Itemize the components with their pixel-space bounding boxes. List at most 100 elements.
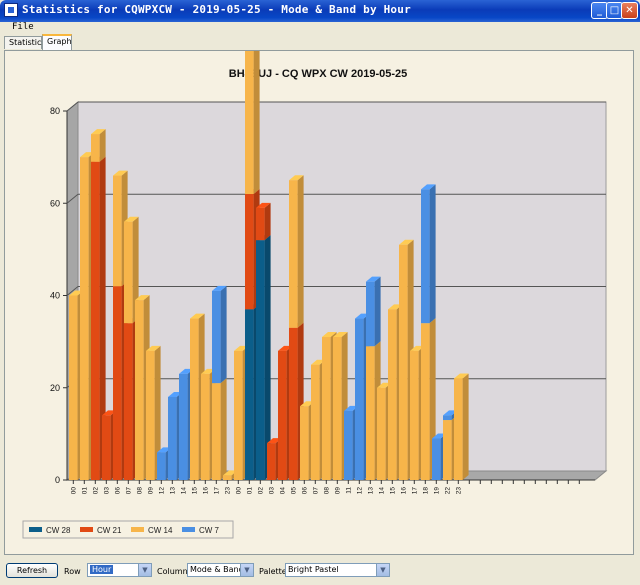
x-tick-label: 16 bbox=[202, 487, 209, 495]
legend-swatch bbox=[182, 527, 195, 532]
bar-top bbox=[212, 285, 227, 291]
bar-front bbox=[410, 350, 419, 480]
bar bbox=[245, 51, 260, 195]
bar bbox=[212, 378, 227, 480]
bar bbox=[421, 184, 436, 324]
x-tick-label: 22 bbox=[444, 487, 451, 495]
bar-front bbox=[421, 189, 430, 324]
bar-front bbox=[102, 415, 111, 480]
column-label: Column bbox=[157, 567, 188, 576]
row-select[interactable]: Hour ▼ bbox=[87, 563, 152, 577]
bar-top bbox=[443, 410, 458, 416]
menu-bar: File bbox=[0, 22, 640, 36]
menu-file[interactable]: File bbox=[12, 22, 34, 32]
bar-front bbox=[223, 475, 232, 480]
app-icon bbox=[4, 3, 18, 17]
legend-swatch bbox=[131, 527, 144, 532]
bar-front bbox=[300, 406, 309, 480]
x-tick-label: 00 bbox=[70, 487, 77, 495]
x-tick-label: 12 bbox=[158, 487, 165, 495]
row-select-value: Hour bbox=[90, 565, 114, 574]
x-tick-label: 17 bbox=[411, 487, 418, 495]
x-tick-label: 23 bbox=[455, 487, 462, 495]
x-tick-label: 15 bbox=[389, 487, 396, 495]
legend-label: CW 14 bbox=[148, 526, 173, 535]
bar-side bbox=[220, 285, 227, 384]
close-button[interactable]: ✕ bbox=[621, 2, 638, 19]
x-tick-label: 00 bbox=[235, 487, 242, 495]
bar-top bbox=[113, 170, 128, 176]
bar-side bbox=[220, 378, 227, 480]
bar-top bbox=[322, 332, 337, 338]
palette-select-value: Bright Pastel bbox=[288, 565, 339, 574]
chevron-down-icon: ▼ bbox=[240, 564, 253, 576]
x-tick-label: 12 bbox=[356, 487, 363, 495]
bar-top bbox=[278, 345, 293, 351]
bar bbox=[366, 276, 381, 347]
bar-front bbox=[454, 378, 463, 480]
chart: BH4EUJ - CQ WPX CW 2019-05-25 02 04 06 08 0 … bbox=[22, 51, 608, 539]
bar-side bbox=[154, 345, 161, 480]
x-tick-label: 09 bbox=[147, 487, 154, 495]
x-tick-label: 23 bbox=[224, 487, 231, 495]
bar-top bbox=[300, 401, 315, 407]
bar-front bbox=[278, 350, 287, 480]
bar-top bbox=[91, 129, 106, 135]
y-tick-label: 20 bbox=[50, 383, 60, 393]
refresh-button[interactable]: Refresh bbox=[6, 563, 58, 578]
x-tick-label: 06 bbox=[114, 487, 121, 495]
bar bbox=[454, 373, 469, 480]
y-axis: 0 20 40 60 80 bbox=[50, 106, 67, 485]
bar bbox=[146, 345, 161, 480]
bar-front bbox=[443, 420, 452, 480]
bar-top bbox=[388, 304, 403, 310]
bar-front bbox=[355, 318, 364, 480]
bar-top bbox=[256, 202, 271, 208]
x-tick-label: 07 bbox=[125, 487, 132, 495]
maximize-icon: □ bbox=[609, 5, 620, 16]
tab-graph[interactable]: Graph bbox=[42, 34, 72, 50]
bar-side bbox=[99, 156, 106, 481]
x-tick-label: 08 bbox=[323, 487, 330, 495]
x-tick-label: 15 bbox=[191, 487, 198, 495]
y-tick-label: 40 bbox=[50, 291, 60, 301]
bar-front bbox=[157, 452, 166, 480]
bar-front bbox=[289, 180, 298, 328]
minimize-icon: _ bbox=[597, 5, 602, 16]
bar-front bbox=[124, 221, 133, 324]
bar-side bbox=[264, 235, 271, 480]
legend-swatch bbox=[29, 527, 42, 532]
chart-title: BH4EUJ - CQ WPX CW 2019-05-25 bbox=[229, 68, 408, 80]
bar-front bbox=[245, 194, 254, 310]
bar-top bbox=[179, 368, 194, 374]
x-tick-label: 11 bbox=[345, 487, 352, 494]
gridline-side bbox=[66, 101, 79, 112]
bar-front bbox=[366, 281, 375, 347]
gridline-side bbox=[66, 193, 79, 204]
x-tick-label: 08 bbox=[136, 487, 143, 495]
bar-side bbox=[374, 276, 381, 347]
legend-label: CW 7 bbox=[199, 526, 220, 535]
x-tick-label: 07 bbox=[312, 487, 319, 495]
bar-front bbox=[322, 337, 331, 480]
x-tick-label: 02 bbox=[92, 487, 99, 495]
x-tick-label: 16 bbox=[400, 487, 407, 495]
bar-top bbox=[355, 313, 370, 319]
tab-statistics[interactable]: Statistics bbox=[4, 36, 46, 49]
x-tick-label: 06 bbox=[301, 487, 308, 495]
x-tick-label: 14 bbox=[180, 487, 187, 495]
close-icon: ✕ bbox=[625, 5, 634, 16]
chart-bars bbox=[69, 51, 469, 481]
column-select[interactable]: Mode & Band ▼ bbox=[187, 563, 254, 577]
legend-box bbox=[22, 520, 234, 539]
chevron-down-icon: ▼ bbox=[376, 564, 389, 576]
bar-top bbox=[377, 382, 392, 388]
gridline-side bbox=[66, 286, 79, 296]
bar-top bbox=[344, 405, 359, 411]
x-tick-label: 02 bbox=[257, 487, 264, 495]
palette-select[interactable]: Bright Pastel ▼ bbox=[285, 563, 390, 577]
x-tick-label: 13 bbox=[169, 487, 176, 495]
bar-top bbox=[399, 239, 414, 245]
bar-front bbox=[344, 410, 353, 480]
bar bbox=[256, 202, 271, 241]
